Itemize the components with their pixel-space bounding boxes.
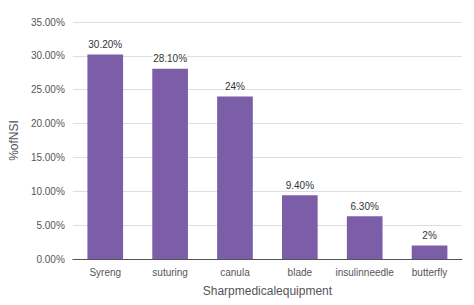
svg-text:30.00%: 30.00% [31, 50, 65, 61]
svg-text:28.10%: 28.10% [153, 53, 187, 64]
svg-text:Syreng: Syreng [89, 267, 121, 278]
svg-text:canula: canula [220, 267, 250, 278]
svg-text:suturing: suturing [152, 267, 188, 278]
svg-text:blade: blade [288, 267, 313, 278]
svg-text:%ofNSI: %ofNSI [7, 120, 21, 161]
svg-text:9.40%: 9.40% [286, 180, 314, 191]
svg-text:30.20%: 30.20% [88, 39, 122, 50]
svg-text:butterfly: butterfly [412, 267, 448, 278]
svg-text:15.00%: 15.00% [31, 152, 65, 163]
svg-text:10.00%: 10.00% [31, 186, 65, 197]
svg-text:35.00%: 35.00% [31, 17, 65, 28]
svg-text:25.00%: 25.00% [31, 84, 65, 95]
svg-text:6.30%: 6.30% [351, 201, 379, 212]
svg-text:0.00%: 0.00% [36, 254, 64, 265]
svg-text:Sharpmedicalequipment: Sharpmedicalequipment [203, 284, 333, 298]
svg-text:24%: 24% [225, 81, 245, 92]
svg-text:5.00%: 5.00% [36, 220, 64, 231]
svg-text:20.00%: 20.00% [31, 118, 65, 129]
svg-text:insulinneedle: insulinneedle [336, 267, 395, 278]
svg-text:2%: 2% [422, 230, 437, 241]
